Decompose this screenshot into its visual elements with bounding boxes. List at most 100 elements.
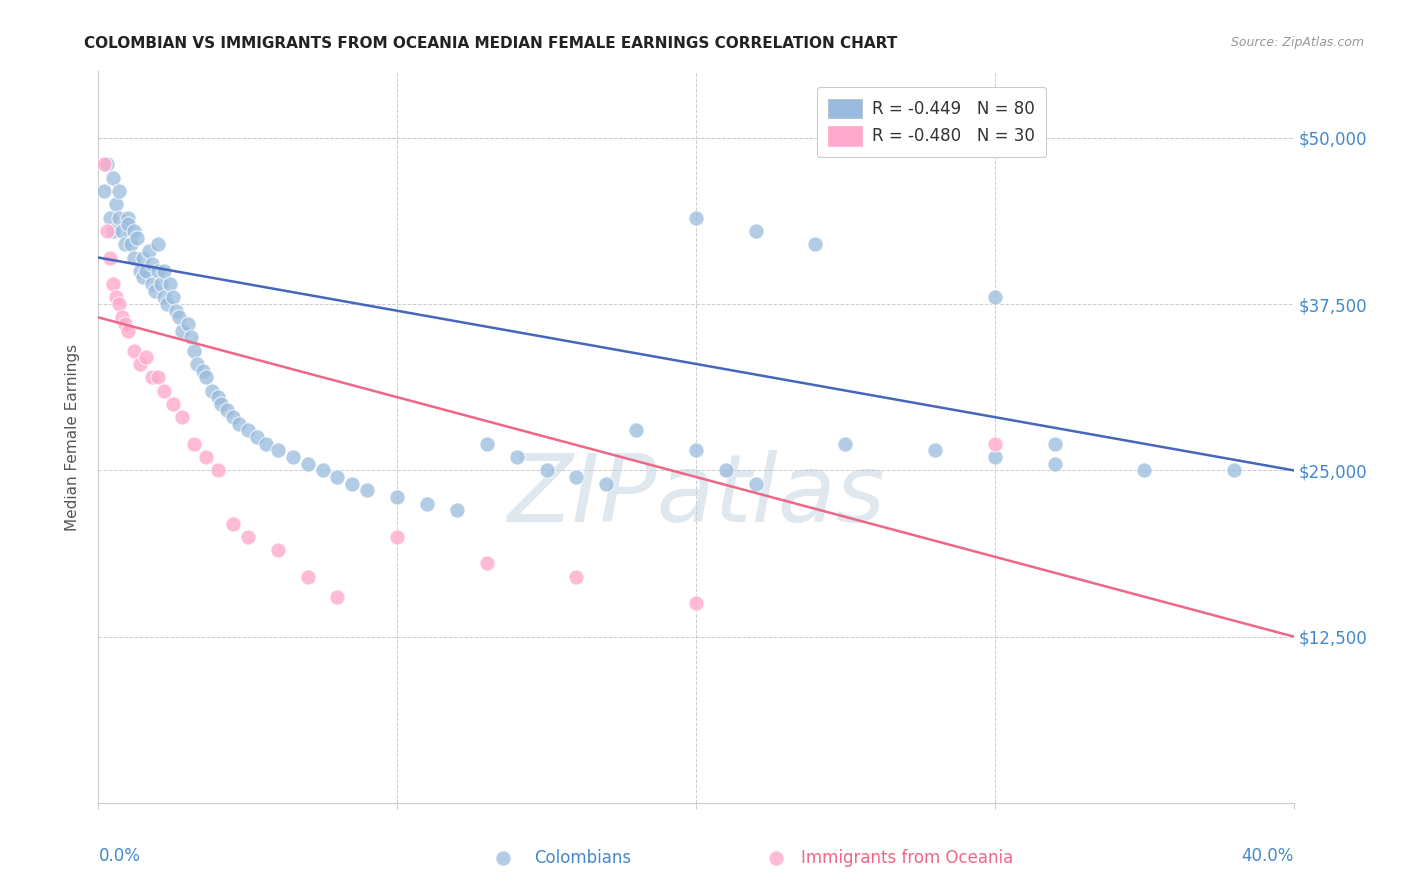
- Point: [153, 290, 176, 304]
- Y-axis label: Median Female Earnings: Median Female Earnings: [65, 343, 80, 531]
- Point: [804, 237, 827, 252]
- Point: [117, 211, 139, 225]
- Point: [984, 450, 1007, 464]
- Point: [195, 370, 218, 384]
- Point: [148, 370, 170, 384]
- Point: [165, 303, 187, 318]
- Point: [114, 237, 136, 252]
- Point: [162, 397, 184, 411]
- Point: [143, 284, 166, 298]
- Text: Colombians: Colombians: [534, 849, 631, 867]
- Point: [96, 157, 118, 171]
- Point: [385, 490, 409, 504]
- Point: [172, 324, 194, 338]
- Point: [108, 297, 131, 311]
- Point: [236, 530, 259, 544]
- Point: [1043, 457, 1066, 471]
- Point: [565, 470, 588, 484]
- Point: [228, 417, 250, 431]
- Point: [984, 436, 1007, 450]
- Point: [177, 317, 200, 331]
- Point: [281, 450, 304, 464]
- Point: [536, 463, 558, 477]
- Point: [167, 310, 190, 325]
- Point: [172, 410, 194, 425]
- Point: [159, 277, 181, 292]
- Point: [96, 224, 118, 238]
- Point: [984, 290, 1007, 304]
- Point: [745, 476, 768, 491]
- Point: [195, 450, 218, 464]
- Point: [108, 184, 131, 198]
- Point: [326, 590, 349, 604]
- Point: [475, 436, 498, 450]
- Point: [254, 436, 277, 450]
- Point: [506, 450, 529, 464]
- Legend: R = -0.449   N = 80, R = -0.480   N = 30: R = -0.449 N = 80, R = -0.480 N = 30: [817, 87, 1046, 157]
- Point: [222, 516, 245, 531]
- Point: [138, 244, 160, 258]
- Point: [222, 410, 245, 425]
- Point: [246, 430, 269, 444]
- Point: [342, 476, 364, 491]
- Point: [685, 596, 707, 610]
- Point: [297, 570, 319, 584]
- Point: [105, 290, 128, 304]
- Point: [93, 184, 115, 198]
- Point: [191, 363, 214, 377]
- Point: [685, 211, 707, 225]
- Point: [267, 543, 290, 558]
- Text: 40.0%: 40.0%: [1241, 847, 1294, 864]
- Point: [153, 384, 176, 398]
- Point: [98, 211, 122, 225]
- Text: COLOMBIAN VS IMMIGRANTS FROM OCEANIA MEDIAN FEMALE EARNINGS CORRELATION CHART: COLOMBIAN VS IMMIGRANTS FROM OCEANIA MED…: [84, 36, 897, 51]
- Point: [924, 443, 946, 458]
- Point: [124, 343, 146, 358]
- Point: [162, 290, 184, 304]
- Point: [765, 851, 787, 865]
- Point: [1223, 463, 1246, 477]
- Point: [114, 317, 136, 331]
- Point: [297, 457, 319, 471]
- Point: [135, 264, 157, 278]
- Point: [156, 297, 179, 311]
- Point: [215, 403, 238, 417]
- Point: [129, 357, 152, 371]
- Point: [105, 197, 128, 211]
- Text: Immigrants from Oceania: Immigrants from Oceania: [801, 849, 1014, 867]
- Point: [103, 224, 125, 238]
- Point: [311, 463, 333, 477]
- Point: [148, 237, 170, 252]
- Point: [120, 237, 142, 252]
- Point: [108, 211, 131, 225]
- Point: [1133, 463, 1156, 477]
- Point: [183, 436, 205, 450]
- Point: [1043, 436, 1066, 450]
- Point: [98, 251, 122, 265]
- Point: [416, 497, 439, 511]
- Point: [129, 264, 152, 278]
- Point: [685, 443, 707, 458]
- Point: [209, 397, 232, 411]
- Point: [492, 851, 515, 865]
- Point: [153, 264, 176, 278]
- Point: [103, 277, 125, 292]
- Point: [127, 230, 149, 244]
- Point: [267, 443, 290, 458]
- Point: [141, 277, 163, 292]
- Text: ZIPatlas: ZIPatlas: [508, 450, 884, 541]
- Point: [132, 270, 155, 285]
- Point: [326, 470, 349, 484]
- Point: [111, 224, 134, 238]
- Text: 0.0%: 0.0%: [98, 847, 141, 864]
- Text: Source: ZipAtlas.com: Source: ZipAtlas.com: [1230, 36, 1364, 49]
- Point: [834, 436, 856, 450]
- Point: [135, 351, 157, 365]
- Point: [124, 224, 146, 238]
- Point: [132, 251, 155, 265]
- Point: [595, 476, 617, 491]
- Point: [201, 384, 224, 398]
- Point: [180, 330, 202, 344]
- Point: [93, 157, 115, 171]
- Point: [103, 170, 125, 185]
